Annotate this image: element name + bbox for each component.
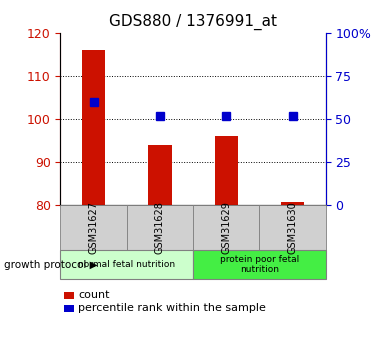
- Text: normal fetal nutrition: normal fetal nutrition: [78, 260, 176, 269]
- Text: count: count: [78, 290, 110, 300]
- Text: GSM31628: GSM31628: [155, 201, 165, 254]
- Text: GSM31630: GSM31630: [287, 201, 298, 254]
- Text: percentile rank within the sample: percentile rank within the sample: [78, 304, 266, 313]
- Bar: [148, 145, 172, 205]
- Text: growth protocol ▶: growth protocol ▶: [4, 260, 98, 270]
- Bar: [215, 136, 238, 205]
- Text: protein poor fetal
nutrition: protein poor fetal nutrition: [220, 255, 299, 275]
- Text: GSM31629: GSM31629: [221, 201, 231, 254]
- Bar: [281, 202, 304, 205]
- Text: GSM31627: GSM31627: [89, 201, 99, 254]
- Title: GDS880 / 1376991_at: GDS880 / 1376991_at: [109, 14, 277, 30]
- Bar: [82, 50, 105, 205]
